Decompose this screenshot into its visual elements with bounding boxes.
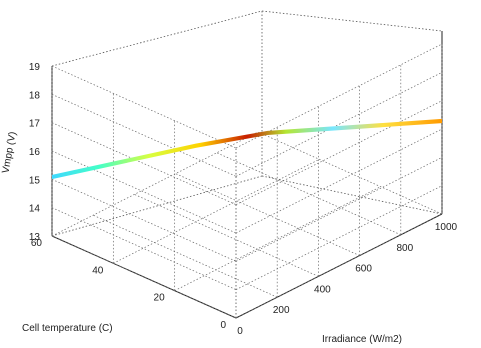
- x-tick-label: 0: [237, 326, 243, 337]
- grid-line-z: [235, 100, 443, 205]
- grid-line-y: [113, 159, 320, 264]
- grid-line-z: [51, 150, 237, 234]
- grid-lines: [51, 43, 443, 319]
- grid-line-x: [216, 152, 401, 236]
- grid-line-y: [174, 186, 381, 291]
- y-tick-label: 0: [220, 320, 226, 331]
- grid-line-z: [235, 128, 443, 234]
- grid-line-z: [51, 179, 237, 262]
- z-tick-label: 14: [29, 204, 41, 215]
- z-tick-label: 19: [29, 62, 41, 73]
- grid-line-x: [175, 173, 360, 256]
- axes-box: [51, 10, 443, 319]
- grid-line-x: [134, 194, 319, 277]
- grid-line-z: [51, 65, 237, 149]
- y-axis-label: Cell temperature (C): [22, 323, 113, 334]
- grid-line-z: [51, 94, 237, 177]
- grid-line-z: [51, 122, 237, 205]
- z-tick-label: 16: [29, 147, 41, 158]
- x-axis-label: Irradiance (W/m2): [322, 334, 402, 345]
- grid-line-z: [235, 185, 443, 290]
- z-tick-label: 18: [29, 90, 41, 101]
- z-tick-label: 13: [29, 232, 41, 243]
- y-tick-label: 40: [92, 265, 104, 276]
- z-axis-label: Vmpp (V): [0, 131, 18, 175]
- y-tick-label: 20: [154, 293, 166, 304]
- y-tick-label: 60: [31, 238, 43, 249]
- z-tick-label: 15: [29, 175, 41, 186]
- surface-sheet: [52, 118, 442, 180]
- x-tick-label: 400: [314, 284, 331, 295]
- x-tick-label: 800: [396, 243, 413, 254]
- grid-line-y: [51, 131, 259, 237]
- x-tick-label: 1000: [435, 222, 458, 233]
- grid-line-x: [93, 214, 278, 298]
- x-tick-label: 600: [355, 264, 372, 275]
- z-tick-label: 17: [29, 119, 41, 130]
- tick-labels: 13 14 15 16 17 18 19 0 200 400 600 800 1000 0 20 40 60: [29, 62, 458, 337]
- x-tick-label: 200: [273, 305, 290, 316]
- grid-line-x: [257, 131, 443, 215]
- surface: [52, 118, 442, 180]
